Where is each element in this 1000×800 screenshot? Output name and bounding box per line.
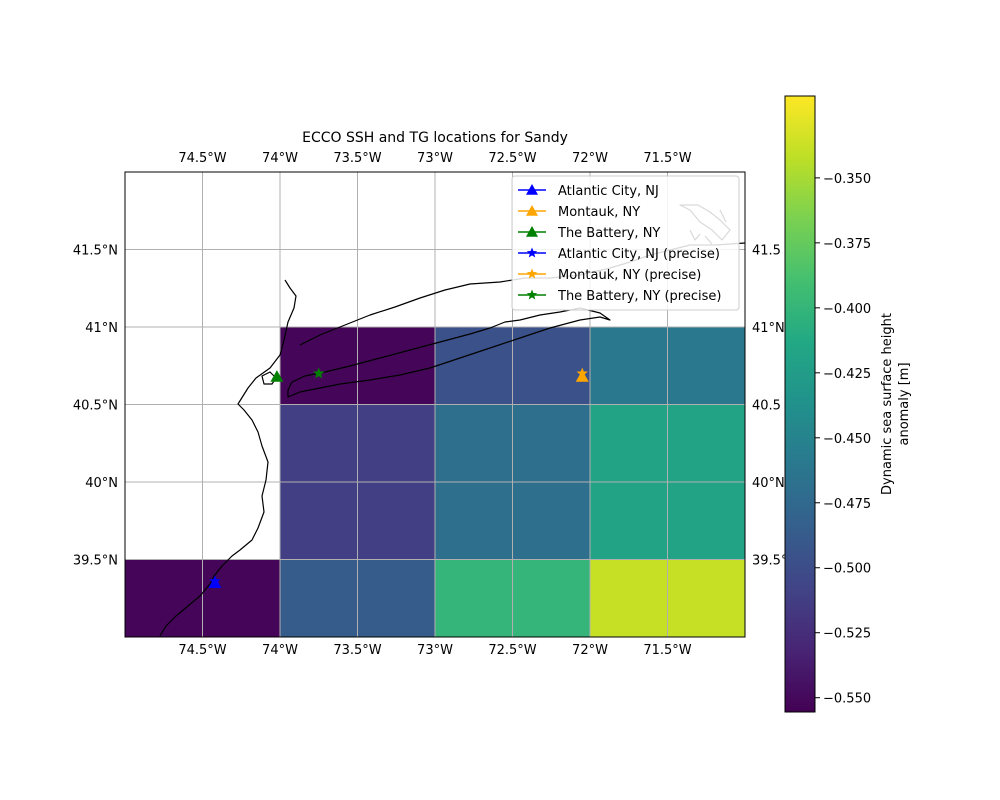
graticule xyxy=(125,172,745,637)
colorbar-tick-label: −0.375 xyxy=(823,237,871,252)
map-title: ECCO SSH and TG locations for Sandy xyxy=(302,130,568,146)
x-tick-label-bottom: 73.5°W xyxy=(333,643,381,658)
x-tick-label-top: 71.5°W xyxy=(643,151,691,166)
x-tick-label-bottom: 72°W xyxy=(572,643,608,658)
x-tick-label-top: 74.5°W xyxy=(178,151,226,166)
legend-entry-label: Atlantic City, NJ (precise) xyxy=(558,247,720,262)
colorbar-tick-label: −0.450 xyxy=(823,432,871,447)
colorbar-gradient xyxy=(784,95,816,713)
x-tick-label-top: 73.5°W xyxy=(333,151,381,166)
y-tick-label-left: 41°N xyxy=(85,321,118,336)
tide-gauge-star-marker xyxy=(313,367,325,379)
legend-marker-swatch xyxy=(526,247,538,258)
legend-marker-swatch xyxy=(526,226,538,237)
legend: Atlantic City, NJ Montauk, NY The Battery,… xyxy=(511,175,740,311)
x-tick-label-top: 73°W xyxy=(417,151,453,166)
colorbar-tick-label: −0.550 xyxy=(823,692,871,707)
tide-gauge-markers xyxy=(208,367,589,588)
legend-marker-swatch xyxy=(526,268,538,279)
x-tick-label-bottom: 74.5°W xyxy=(178,643,226,658)
y-tick-label-right: 41°N xyxy=(752,321,785,336)
colorbar-tick-label: −0.350 xyxy=(823,172,871,187)
y-tick-label-left: 39.5°N xyxy=(73,554,118,569)
tide-gauge-triangle-marker xyxy=(270,370,284,382)
y-tick-label-right: 40°N xyxy=(752,476,785,491)
y-tick-label-left: 41.5°N xyxy=(73,244,118,259)
legend-entry-label: Montauk, NY (precise) xyxy=(558,268,701,283)
x-tick-label-top: 72°W xyxy=(572,151,608,166)
legend-entry-label: The Battery, NY xyxy=(557,226,660,241)
new-jersey-coastline xyxy=(159,279,297,637)
colorbar-tick-label: −0.525 xyxy=(823,627,871,642)
tick-labels: 74.5°W 74.5°W 74°W 74°W 73.5°W 73.5°W 73°W 73°W… xyxy=(73,151,788,658)
x-tick-label-bottom: 72.5°W xyxy=(488,643,536,658)
colorbar-label-line-1: Dynamic sea surface height xyxy=(880,313,895,495)
colorbar-tick-label: −0.400 xyxy=(823,302,871,317)
colorbar-tick-label: −0.475 xyxy=(823,497,871,512)
y-tick-label-right: 40.5 xyxy=(752,399,781,414)
map-frame xyxy=(124,171,746,638)
y-tick-label-left: 40.5°N xyxy=(73,399,118,414)
colorbar-label-line-2: anomaly [m] xyxy=(897,362,912,445)
x-tick-label-top: 72.5°W xyxy=(488,151,536,166)
y-tick-label-left: 40°N xyxy=(85,476,118,491)
legend-entry-label: Atlantic City, NJ xyxy=(558,184,659,199)
y-tick-label-right: 39.5° xyxy=(752,554,787,569)
colorbar-tick-label: −0.425 xyxy=(823,367,871,382)
legend-marker-swatch xyxy=(526,205,538,216)
y-tick-label-right: 41.5 xyxy=(752,244,781,259)
x-tick-label-bottom: 73°W xyxy=(417,643,453,658)
legend-entry-label: The Battery, NY (precise) xyxy=(557,289,721,304)
legend-marker-swatch xyxy=(526,184,538,195)
legend-entry-label: Montauk, NY xyxy=(558,205,640,220)
colorbar: −0.350 −0.375 −0.400 −0.425 −0.450 −0.475 −0.5… xyxy=(784,95,912,713)
x-tick-label-top: 74°W xyxy=(262,151,298,166)
legend-box xyxy=(511,175,740,311)
colorbar-tick-label: −0.500 xyxy=(823,562,871,577)
tide-gauge-star-marker xyxy=(576,367,588,379)
legend-marker-swatch xyxy=(526,289,538,300)
x-tick-label-bottom: 74°W xyxy=(262,643,298,658)
x-tick-label-bottom: 71.5°W xyxy=(643,643,691,658)
tide-gauge-star-marker xyxy=(209,575,221,587)
